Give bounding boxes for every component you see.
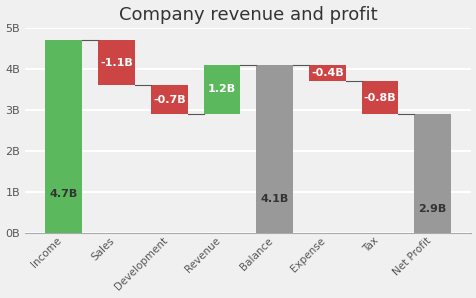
Title: Company revenue and profit: Company revenue and profit bbox=[119, 6, 377, 24]
Bar bbox=[361, 81, 397, 114]
Text: -0.8B: -0.8B bbox=[363, 93, 396, 103]
Text: 1.2B: 1.2B bbox=[208, 84, 236, 94]
Text: -0.7B: -0.7B bbox=[153, 95, 185, 105]
Text: -1.1B: -1.1B bbox=[100, 58, 133, 68]
Text: 4.1B: 4.1B bbox=[260, 194, 288, 204]
Bar bbox=[308, 65, 345, 81]
Text: 2.9B: 2.9B bbox=[418, 204, 446, 214]
Text: 4.7B: 4.7B bbox=[50, 190, 78, 199]
Text: -0.4B: -0.4B bbox=[310, 68, 343, 78]
Bar bbox=[98, 40, 135, 85]
Bar bbox=[203, 65, 240, 114]
Bar bbox=[150, 85, 188, 114]
Bar bbox=[414, 114, 450, 233]
Bar bbox=[256, 65, 292, 233]
Bar bbox=[45, 40, 82, 233]
